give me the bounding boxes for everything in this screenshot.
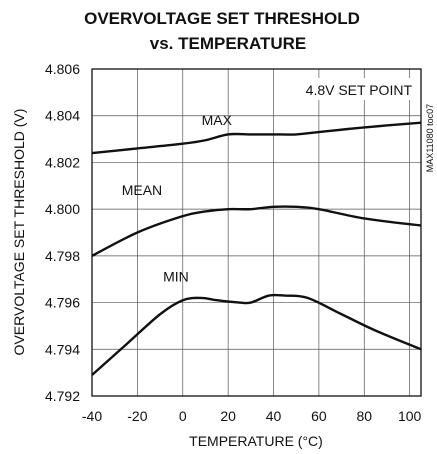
annotation-background — [302, 78, 416, 100]
x-tick-label: 40 — [266, 408, 282, 424]
y-tick-label: 4.800 — [45, 201, 80, 217]
y-tick-label: 4.802 — [45, 154, 80, 170]
set-point-annotation: 4.8V SET POINT — [306, 82, 413, 98]
y-axis-label: OVERVOLTAGE SET THRESHOLD (V) — [11, 109, 27, 356]
series-layer — [91, 121, 422, 376]
x-tick-label: -40 — [82, 408, 102, 424]
x-tick-label: 0 — [179, 408, 187, 424]
y-tick-labels: 4.792 4.794 4.796 4.798 4.800 4.802 4.804 4.806 — [45, 61, 80, 404]
series-line-mean — [91, 205, 422, 257]
x-tick-label: -20 — [127, 408, 147, 424]
x-tick-label: 60 — [311, 408, 327, 424]
x-tick-labels: -40 -20 0 20 40 60 80 100 — [82, 408, 422, 424]
x-tick-label: 80 — [356, 408, 372, 424]
series-label-min: MIN — [163, 269, 189, 285]
series-line-max — [91, 121, 422, 155]
plot-frame — [91, 68, 422, 397]
x-axis-label: TEMPERATURE (°C) — [189, 433, 323, 449]
x-tick-label: 100 — [398, 408, 422, 424]
chart-subtitle: vs. TEMPERATURE — [150, 34, 307, 53]
y-tick-label: 4.798 — [45, 248, 80, 264]
series-label-mean: MEAN — [122, 182, 162, 198]
x-tick-label: 20 — [220, 408, 236, 424]
chart-title: OVERVOLTAGE SET THRESHOLD — [84, 9, 360, 28]
y-tick-label: 4.796 — [45, 295, 80, 311]
series-labels: MAX MEAN MIN — [122, 112, 233, 284]
y-tick-label: 4.806 — [45, 61, 80, 77]
figure-code: MAX11080 toc07 — [425, 104, 435, 172]
series-line-min — [91, 293, 422, 376]
y-tick-label: 4.794 — [45, 341, 80, 357]
series-label-max: MAX — [202, 112, 233, 128]
y-tick-label: 4.792 — [45, 388, 80, 404]
grid — [92, 69, 421, 396]
y-tick-label: 4.804 — [45, 108, 80, 124]
